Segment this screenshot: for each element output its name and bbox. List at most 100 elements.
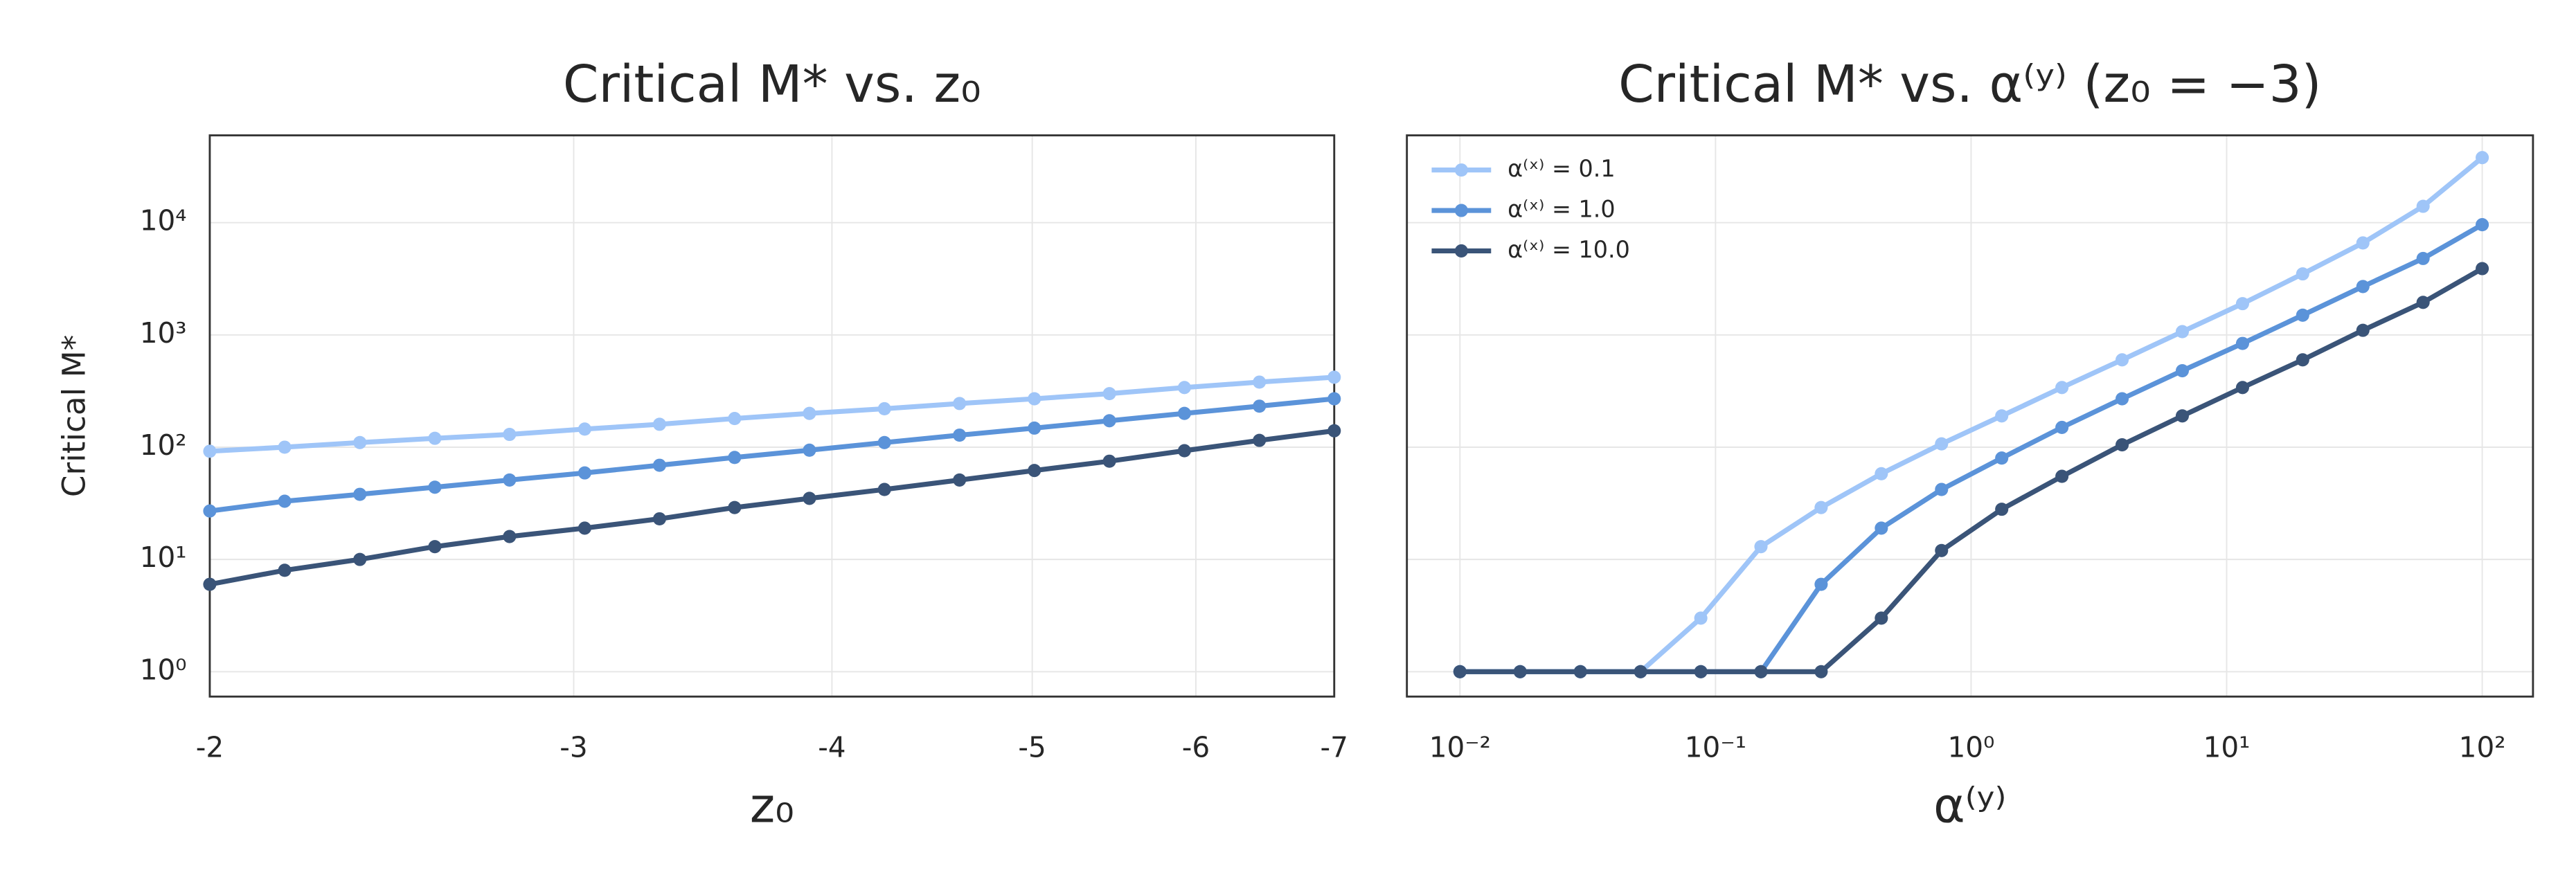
data-point xyxy=(2416,199,2430,213)
data-point xyxy=(278,563,292,577)
data-point xyxy=(2116,353,2129,367)
data-point xyxy=(728,412,742,426)
data-point xyxy=(1028,392,1041,406)
x-tick-label: -6 xyxy=(1182,731,1210,764)
data-point xyxy=(1253,433,1267,447)
data-point xyxy=(953,429,967,442)
data-point xyxy=(2055,469,2069,483)
data-point xyxy=(2235,336,2250,350)
data-point xyxy=(1253,399,1267,413)
data-point xyxy=(278,494,292,508)
plot-frame xyxy=(1406,134,2534,698)
data-point xyxy=(1875,467,1888,480)
data-point xyxy=(2235,381,2250,395)
legend-label: α⁽ˣ⁾ = 1.0 xyxy=(1508,196,1615,223)
data-point xyxy=(2175,325,2190,339)
data-point xyxy=(428,431,442,445)
data-point xyxy=(953,397,967,411)
data-point xyxy=(877,435,891,449)
data-point xyxy=(2476,218,2489,232)
data-point xyxy=(353,487,367,501)
data-point xyxy=(278,440,292,454)
x-tick-label: -7 xyxy=(1321,731,1348,764)
x-axis-label: α⁽ʸ⁾ xyxy=(1933,778,2006,833)
data-point xyxy=(652,512,666,526)
data-point xyxy=(1694,665,1708,678)
data-point xyxy=(2416,251,2430,265)
data-point xyxy=(503,427,517,442)
x-tick-label: -2 xyxy=(196,731,224,764)
data-point xyxy=(2356,236,2370,250)
data-point xyxy=(1814,577,1828,591)
data-point xyxy=(503,473,517,487)
data-point xyxy=(1102,414,1116,428)
data-point xyxy=(1513,665,1527,678)
data-point xyxy=(1935,482,1949,496)
x-axis-label: z₀ xyxy=(750,778,794,833)
data-point xyxy=(1177,381,1191,395)
series-line xyxy=(209,428,1335,587)
data-point xyxy=(578,466,591,480)
legend-marker xyxy=(1454,244,1468,258)
data-point xyxy=(1935,437,1949,451)
data-point xyxy=(1327,370,1341,384)
data-point xyxy=(1327,392,1341,406)
data-point xyxy=(2476,151,2489,165)
data-point xyxy=(1102,454,1116,468)
data-point xyxy=(2116,438,2129,452)
x-tick-label: 10² xyxy=(2459,731,2506,764)
data-point xyxy=(1253,375,1267,389)
data-point xyxy=(1995,409,2009,423)
data-point xyxy=(2476,262,2489,276)
chart-title: Critical M* vs. z₀ xyxy=(563,55,981,114)
data-point xyxy=(2055,381,2069,395)
data-point xyxy=(2356,323,2370,337)
data-point xyxy=(1028,464,1041,478)
x-tick-label: -3 xyxy=(560,731,587,764)
data-point xyxy=(1754,665,1768,678)
x-tick-label: 10⁰ xyxy=(1948,731,1995,764)
y-tick-label: 10³ xyxy=(140,316,187,350)
y-axis-label: Critical M* xyxy=(55,335,92,498)
legend-label: α⁽ˣ⁾ = 10.0 xyxy=(1508,236,1630,263)
data-point xyxy=(877,402,891,416)
data-point xyxy=(2235,297,2250,311)
data-point xyxy=(2116,392,2129,406)
data-point xyxy=(1177,444,1191,458)
data-point xyxy=(1814,665,1828,678)
data-point xyxy=(353,552,367,566)
chart-title: Critical M* vs. α⁽ʸ⁾ (z₀ = −3) xyxy=(1618,55,2321,114)
data-point xyxy=(578,521,591,535)
data-point xyxy=(1875,611,1888,625)
data-point xyxy=(2416,296,2430,309)
x-tick-label: -4 xyxy=(818,731,846,764)
data-point xyxy=(2296,353,2309,367)
data-point xyxy=(353,435,367,449)
data-point xyxy=(1875,521,1888,535)
data-point xyxy=(728,500,742,514)
legend-label: α⁽ˣ⁾ = 0.1 xyxy=(1508,155,1615,182)
data-point xyxy=(428,540,442,554)
data-point xyxy=(803,406,816,420)
data-point xyxy=(1573,665,1587,678)
data-point xyxy=(953,473,967,487)
x-tick-label: -5 xyxy=(1018,731,1046,764)
data-point xyxy=(503,530,517,543)
data-point xyxy=(877,482,891,496)
data-point xyxy=(2175,409,2190,423)
data-point xyxy=(2356,280,2370,294)
x-tick-label: 10⁻¹ xyxy=(1685,731,1746,764)
series-line xyxy=(209,375,1334,454)
data-point xyxy=(1453,665,1467,678)
series-line xyxy=(1460,266,2484,674)
data-point xyxy=(1754,540,1768,554)
y-tick-label: 10⁴ xyxy=(140,204,187,237)
plot-background xyxy=(1406,135,2533,697)
data-point xyxy=(1995,451,2009,465)
y-tick-label: 10² xyxy=(140,429,187,462)
data-point xyxy=(578,422,591,436)
legend-marker xyxy=(1454,204,1468,217)
data-point xyxy=(1327,424,1341,438)
